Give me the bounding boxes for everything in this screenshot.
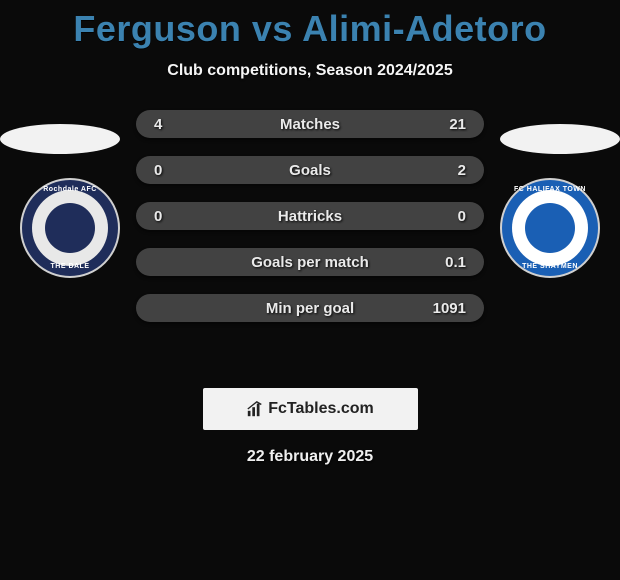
badge-inner-ring bbox=[32, 190, 108, 266]
subtitle: Club competitions, Season 2024/2025 bbox=[0, 62, 620, 80]
stat-right-value: 2 bbox=[436, 162, 466, 179]
badge-inner-ring bbox=[512, 190, 588, 266]
badge-name: FC HALIFAX TOWN bbox=[502, 186, 598, 193]
brand-chart-icon bbox=[246, 400, 264, 418]
stat-right-value: 0.1 bbox=[436, 254, 466, 271]
stat-right-value: 21 bbox=[436, 116, 466, 133]
badge-outer-ring: FC HALIFAX TOWN THE SHAYMEN bbox=[500, 178, 600, 278]
stat-row: Goals per match0.1 bbox=[136, 248, 484, 276]
brand-box: FcTables.com bbox=[203, 388, 418, 430]
player-left-ellipse bbox=[0, 124, 120, 154]
badge-name: Rochdale AFC bbox=[22, 186, 118, 193]
stat-right-value: 1091 bbox=[433, 300, 466, 317]
club-badge-left: Rochdale AFC THE DALE bbox=[20, 178, 120, 278]
stat-label: Goals per match bbox=[136, 254, 484, 271]
badge-core bbox=[525, 203, 575, 253]
brand-text: FcTables.com bbox=[268, 400, 374, 418]
stat-row: 4Matches21 bbox=[136, 110, 484, 138]
badge-outer-ring: Rochdale AFC THE DALE bbox=[20, 178, 120, 278]
player-right-ellipse bbox=[500, 124, 620, 154]
comparison-area: Rochdale AFC THE DALE FC HALIFAX TOWN THE … bbox=[0, 110, 620, 360]
stat-row: 0Hattricks0 bbox=[136, 202, 484, 230]
stat-row: 0Goals2 bbox=[136, 156, 484, 184]
stat-right-value: 0 bbox=[436, 208, 466, 225]
club-badge-right: FC HALIFAX TOWN THE SHAYMEN bbox=[500, 178, 600, 278]
badge-tag: THE DALE bbox=[22, 263, 118, 270]
date-label: 22 february 2025 bbox=[0, 448, 620, 466]
badge-core bbox=[45, 203, 95, 253]
stats-list: 4Matches210Goals20Hattricks0Goals per ma… bbox=[136, 110, 484, 322]
page-title: Ferguson vs Alimi-Adetoro bbox=[0, 0, 620, 50]
stat-label: Matches bbox=[136, 116, 484, 133]
badge-tag: THE SHAYMEN bbox=[502, 263, 598, 270]
stat-row: Min per goal1091 bbox=[136, 294, 484, 322]
stat-label: Hattricks bbox=[136, 208, 484, 225]
stat-label: Goals bbox=[136, 162, 484, 179]
